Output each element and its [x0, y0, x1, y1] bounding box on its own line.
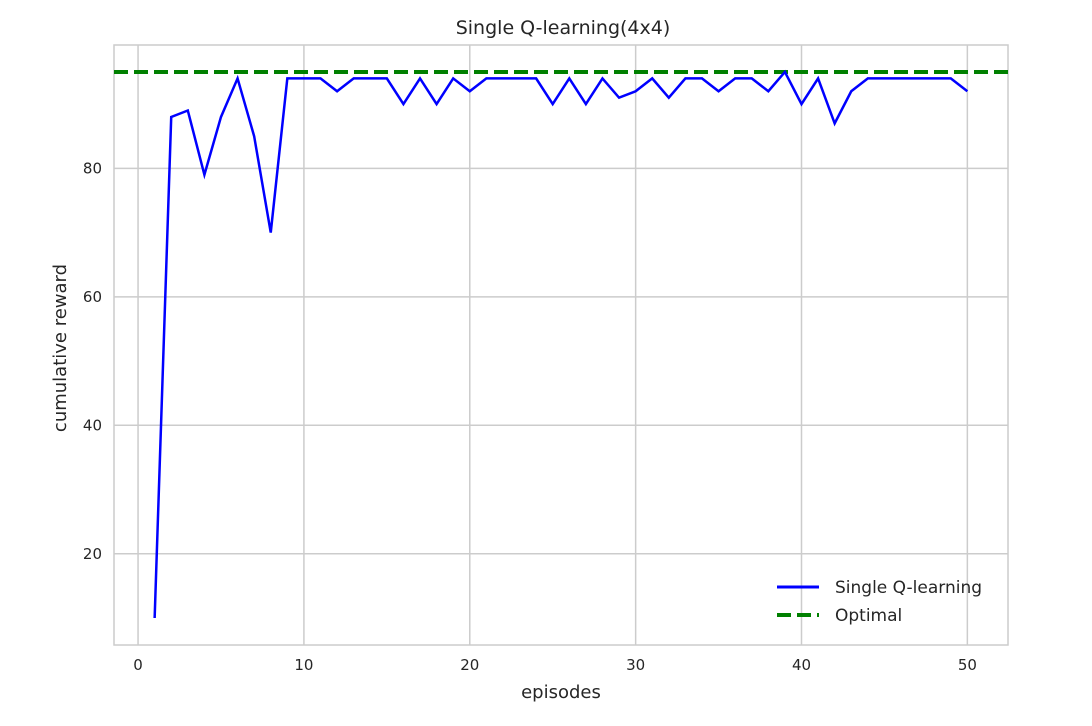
plot-area	[113, 44, 1009, 646]
series-layer	[114, 69, 1008, 619]
y-tick-label: 60	[83, 288, 102, 306]
legend: Single Q-learning Optimal	[777, 578, 982, 626]
y-tick-label: 40	[83, 416, 102, 434]
x-tick-label: 20	[460, 656, 479, 674]
y-axis-label: cumulative reward	[50, 264, 71, 432]
x-axis-ticks: 0 10 20 30 40 50	[133, 656, 977, 674]
x-tick-label: 10	[294, 656, 313, 674]
y-tick-label: 20	[83, 545, 102, 563]
x-tick-label: 50	[958, 656, 977, 674]
y-axis-ticks: 20 40 60 80	[83, 159, 102, 562]
y-tick-label: 80	[83, 159, 102, 177]
legend-label-optimal: Optimal	[835, 606, 902, 626]
x-tick-label: 40	[792, 656, 811, 674]
chart-title: Single Q-learning(4x4)	[456, 17, 671, 39]
x-tick-label: 0	[133, 656, 143, 674]
x-tick-label: 30	[626, 656, 645, 674]
series-line-single-q-learning	[153, 69, 969, 619]
legend-label-single-q-learning: Single Q-learning	[835, 578, 982, 598]
grid	[114, 45, 1008, 645]
x-axis-label: episodes	[521, 682, 601, 703]
